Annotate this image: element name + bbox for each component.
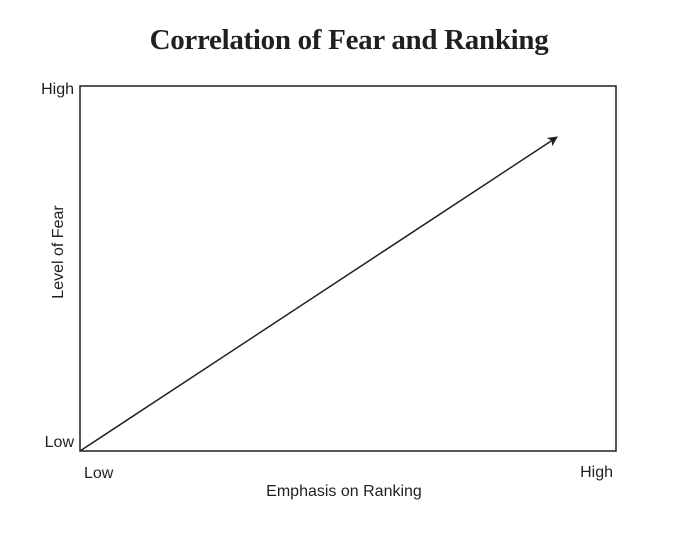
x-axis-label: Emphasis on Ranking (266, 483, 422, 500)
chart-title: Correlation of Fear and Ranking (149, 24, 549, 56)
series-layer (79, 136, 558, 452)
y-tick-label-low: Low (45, 434, 75, 451)
plot-frame (79, 85, 617, 452)
y-axis-label: Level of Fear (50, 205, 67, 299)
y-tick-label-high: High (41, 81, 74, 98)
x-tick-label-low: Low (84, 465, 114, 482)
trend-arrow-0 (79, 136, 558, 452)
x-tick-label-high: High (580, 464, 613, 481)
